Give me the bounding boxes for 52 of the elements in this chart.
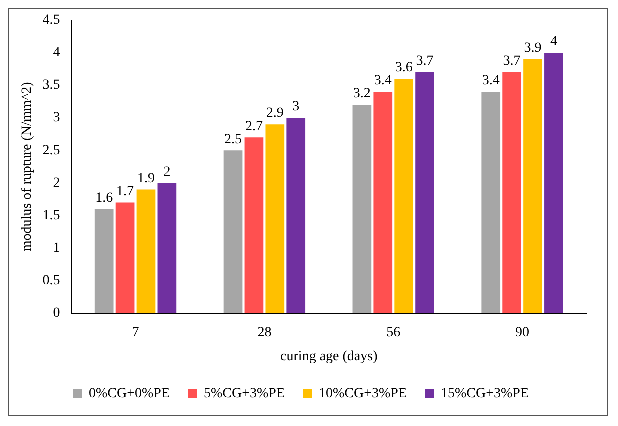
bar [244, 138, 264, 314]
data-label: 1.7 [116, 184, 134, 200]
bar [286, 118, 306, 314]
bar [502, 72, 522, 314]
data-label: 3.6 [395, 60, 413, 76]
y-tick-label: 3.5 [42, 78, 60, 94]
data-label: 3 [292, 100, 300, 115]
bar [352, 105, 372, 314]
bar [266, 124, 285, 314]
x-tick-label: 90 [516, 325, 530, 340]
x-tick-label: 28 [258, 325, 272, 340]
bar [416, 72, 434, 314]
data-label: 4 [550, 34, 558, 50]
y-axis-title: modulus of rupture (N/mm^2) [20, 82, 36, 252]
x-axis-title: curing age (days) [280, 349, 378, 364]
data-label: 2 [164, 164, 171, 180]
bar [374, 92, 393, 314]
y-tick-label: 3 [53, 110, 60, 126]
bar [224, 150, 243, 314]
bar [544, 52, 564, 314]
bar [136, 190, 156, 314]
y-tick-label: 4 [53, 46, 60, 61]
y-tick-label: 4.5 [42, 13, 60, 28]
bar [94, 209, 114, 314]
data-label: 3.4 [482, 74, 500, 89]
bar [524, 59, 542, 314]
data-label: 2.5 [224, 132, 242, 148]
y-tick-label: 0.5 [42, 274, 60, 289]
legend-label: 10%CG+3%PE [319, 386, 408, 402]
bar [482, 92, 501, 314]
bar [116, 202, 135, 314]
data-label: 1.6 [96, 190, 114, 206]
bar [158, 183, 177, 314]
y-tick-label: 0 [53, 306, 60, 322]
legend-label: 15%CG+3%PE [441, 386, 530, 402]
bar [394, 79, 414, 314]
data-label: 1.9 [137, 171, 155, 186]
data-label: 3.9 [524, 41, 542, 56]
y-tick-label: 1 [53, 240, 60, 256]
legend-label: 5%CG+3%PE [204, 386, 286, 402]
data-label: 3.2 [353, 86, 371, 102]
x-tick-label: 7 [132, 325, 140, 340]
data-label: 3.7 [416, 54, 434, 70]
x-tick-label: 56 [386, 325, 401, 340]
y-tick-label: 2 [53, 176, 60, 191]
data-label: 3.4 [374, 74, 392, 89]
y-tick-label: 2.5 [42, 143, 60, 158]
data-label: 3.7 [503, 54, 521, 70]
data-label: 2.9 [266, 106, 284, 122]
data-label: 2.7 [245, 119, 263, 134]
y-tick-label: 1.5 [42, 208, 60, 224]
legend-label: 0%CG+0%PE [88, 386, 170, 402]
